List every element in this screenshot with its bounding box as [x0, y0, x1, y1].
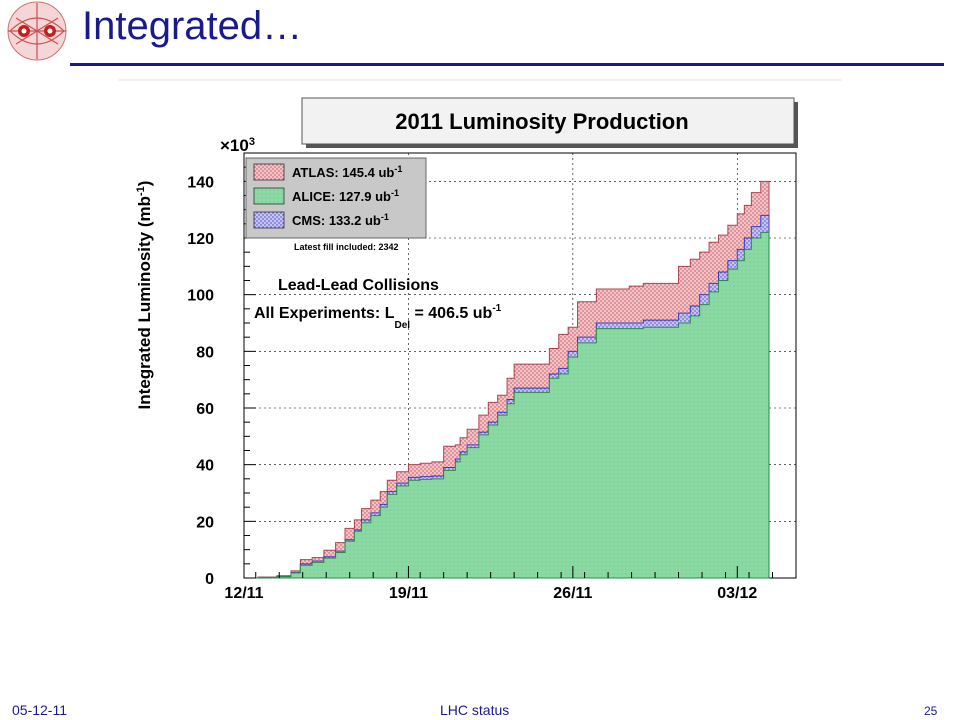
- y-multiplier-base: ×10: [220, 136, 249, 155]
- y-tick-label: 0: [205, 571, 214, 588]
- legend-label-cms: CMS: 133.2 ub-1: [292, 212, 389, 228]
- chart-title-box: [301, 97, 795, 145]
- page-number: 25: [924, 704, 938, 718]
- legend: ATLAS: 145.4 ub-1 ALICE: 127.9 ub-1 CMS: 1…: [253, 163, 402, 229]
- footer-center: LHC status: [440, 702, 510, 718]
- all-sup: -1: [492, 303, 501, 314]
- y-tick-label: 100: [187, 288, 214, 305]
- lhc-logo: [7, 1, 67, 61]
- slide-title: Integrated…: [82, 4, 303, 48]
- footer-date: 05-12-11: [12, 702, 68, 718]
- luminosity-chart: 2011 Luminosity Production 0 20 40 60 80 100 1…: [118, 79, 842, 602]
- y-tick-label: 120: [187, 231, 214, 248]
- y-tick-label: 40: [196, 458, 214, 475]
- x-tick-label: 03/12: [717, 585, 757, 602]
- collisions-annotation: Lead-Lead Collisions: [278, 277, 439, 294]
- legend-swatch-cms: [253, 211, 285, 229]
- all-value: = 406.5 ub: [410, 305, 492, 322]
- series-areas: [244, 180, 770, 579]
- all-experiments-annotation: All Experiments: LDel = 406.5 ub-1: [254, 303, 502, 331]
- y-tick-label: 80: [196, 344, 214, 361]
- all-sub: Del: [394, 320, 410, 331]
- legend-swatch-alice: [253, 187, 285, 205]
- y-tick-label: 60: [196, 401, 214, 418]
- all-prefix: All Experiments: L: [254, 305, 395, 322]
- legend-label-atlas: ATLAS: 145.4 ub-1: [292, 164, 402, 180]
- x-tick-label: 12/11: [224, 585, 263, 602]
- y-multiplier: ×103: [220, 136, 255, 155]
- title-rule: [70, 63, 944, 66]
- chart-title: 2011 Luminosity Production: [395, 109, 688, 134]
- fill-annotation: Latest fill included: 2342: [294, 242, 399, 252]
- y-axis-label-close: ): [135, 181, 154, 187]
- x-tick-label: 26/11: [553, 585, 592, 602]
- legend-label-alice: ALICE: 127.9 ub-1: [292, 188, 399, 204]
- y-axis-label: Integrated Luminosity (mb-1): [135, 181, 154, 410]
- y-axis-label-main: Integrated Luminosity (mb: [135, 196, 154, 409]
- axes: 0 20 40 60 80 100 120 140 12/11 19/11 26/11 03/12: [187, 152, 797, 602]
- legend-swatch-atlas: [253, 163, 285, 181]
- x-tick-label: 19/11: [389, 585, 428, 602]
- y-axis-label-sup: -1: [135, 186, 147, 196]
- series-alice-area: [244, 231, 770, 579]
- y-tick-label: 140: [187, 174, 214, 191]
- y-multiplier-exp: 3: [249, 136, 255, 148]
- y-tick-label: 20: [196, 514, 214, 531]
